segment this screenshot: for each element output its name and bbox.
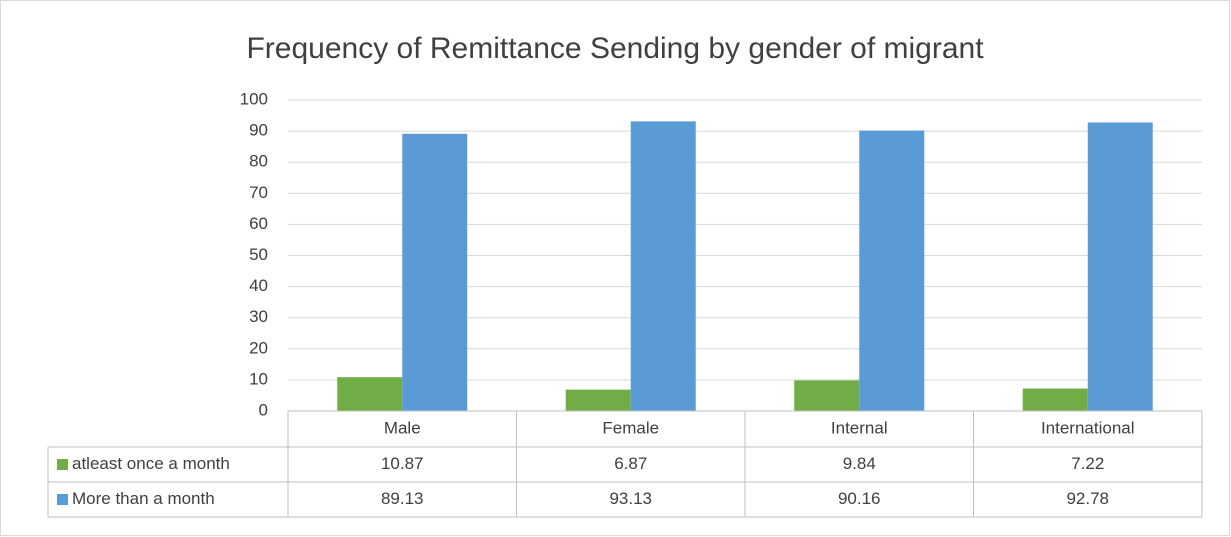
table-value: 6.87 xyxy=(614,454,647,473)
y-tick-label: 20 xyxy=(249,338,268,357)
bar xyxy=(859,130,925,411)
y-tick-label: 60 xyxy=(249,214,268,233)
x-tick-label: International xyxy=(1041,418,1135,437)
y-tick-label: 30 xyxy=(249,307,268,326)
y-tick-label: 80 xyxy=(249,152,268,171)
table-value: 90.16 xyxy=(838,489,881,508)
bar xyxy=(565,389,631,411)
bar xyxy=(1022,388,1088,411)
bar xyxy=(630,121,696,412)
y-tick-label: 50 xyxy=(249,245,268,264)
chart-title: Frequency of Remittance Sending by gende… xyxy=(246,32,984,65)
bar xyxy=(794,380,860,411)
table-value: 7.22 xyxy=(1071,454,1104,473)
legend-label: atleast once a month xyxy=(72,454,230,473)
y-tick-label: 70 xyxy=(249,183,268,202)
y-tick-label: 0 xyxy=(259,400,268,419)
bar xyxy=(402,133,468,411)
table-value: 9.84 xyxy=(843,454,876,473)
bar xyxy=(337,377,403,411)
legend-swatch xyxy=(57,494,68,505)
legend-label: More than a month xyxy=(72,489,215,508)
bar xyxy=(1087,122,1153,412)
x-tick-label: Male xyxy=(384,418,421,437)
legend-swatch xyxy=(57,459,68,470)
x-tick-label: Internal xyxy=(831,418,888,437)
table-value: 10.87 xyxy=(381,454,424,473)
y-tick-label: 10 xyxy=(249,369,268,388)
y-tick-label: 40 xyxy=(249,276,268,295)
x-tick-label: Female xyxy=(602,418,659,437)
table-value: 92.78 xyxy=(1066,489,1109,508)
table-value: 93.13 xyxy=(609,489,652,508)
table-value: 89.13 xyxy=(381,489,424,508)
y-tick-label: 90 xyxy=(249,121,268,140)
y-tick-label: 100 xyxy=(240,89,268,108)
